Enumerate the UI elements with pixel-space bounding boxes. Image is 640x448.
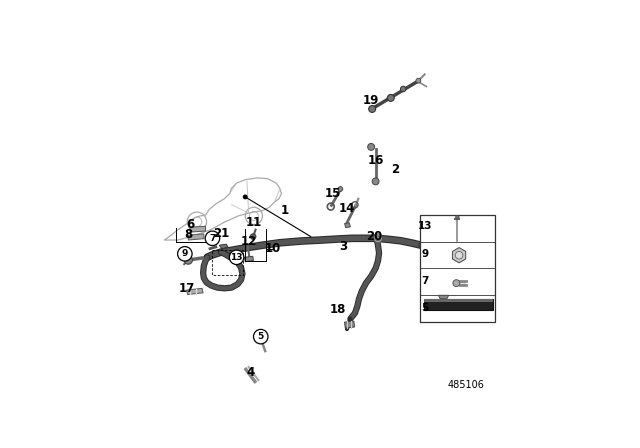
Circle shape [401,86,406,92]
Circle shape [177,246,192,261]
Text: 7: 7 [421,276,428,286]
Circle shape [376,236,380,241]
Text: 7: 7 [209,234,216,243]
Text: 20: 20 [367,230,383,243]
Text: 9: 9 [421,249,428,259]
Polygon shape [244,256,253,262]
Text: 6: 6 [186,218,194,231]
Circle shape [229,250,244,264]
Text: 485106: 485106 [447,380,484,390]
Text: 4: 4 [246,366,255,379]
Text: 16: 16 [368,154,385,167]
Text: 17: 17 [179,282,195,295]
Circle shape [243,195,247,198]
Text: 13: 13 [230,253,243,262]
Text: 3: 3 [339,241,348,254]
Text: 5: 5 [258,332,264,341]
Circle shape [250,234,256,239]
Circle shape [416,78,420,83]
Text: 18: 18 [330,302,346,315]
Text: 11: 11 [246,216,262,229]
Text: 14: 14 [339,202,355,215]
Polygon shape [344,321,355,328]
Circle shape [456,215,459,219]
Circle shape [372,178,379,185]
Circle shape [367,143,374,151]
Text: 10: 10 [265,242,281,255]
Polygon shape [424,299,493,302]
Circle shape [259,335,263,340]
Polygon shape [220,244,228,249]
Circle shape [455,251,463,259]
Circle shape [387,95,394,101]
Polygon shape [452,248,466,263]
Text: 13: 13 [417,221,432,231]
Polygon shape [438,295,449,299]
Text: 15: 15 [325,187,341,200]
Polygon shape [188,234,204,240]
Polygon shape [424,299,493,310]
Circle shape [453,280,460,287]
FancyBboxPatch shape [420,215,495,322]
Polygon shape [187,289,203,294]
Text: 2: 2 [391,163,399,176]
Polygon shape [344,223,351,228]
Circle shape [369,106,376,112]
Polygon shape [190,226,205,232]
Circle shape [338,186,343,191]
Text: 8: 8 [184,228,193,241]
Text: 9: 9 [182,250,188,258]
Circle shape [184,256,193,264]
Circle shape [253,329,268,344]
Circle shape [205,231,220,246]
Polygon shape [442,238,451,249]
Circle shape [374,234,383,243]
Text: 19: 19 [363,94,380,107]
Text: 1: 1 [281,204,289,217]
Text: 5: 5 [421,303,428,313]
Text: 12: 12 [241,235,257,248]
Text: 21: 21 [213,227,229,240]
